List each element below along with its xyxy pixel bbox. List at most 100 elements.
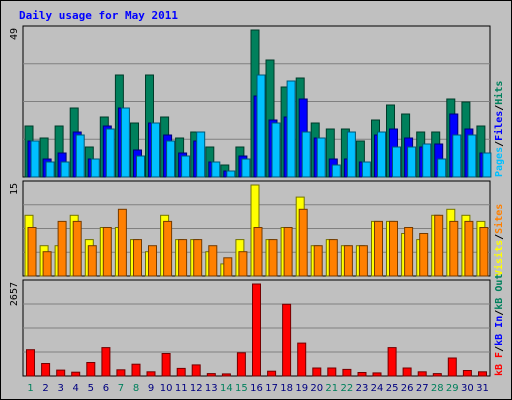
day-label-1: 1 <box>27 383 33 394</box>
bar-sites-day-18 <box>283 227 293 277</box>
series-label-part: kB F <box>494 352 505 376</box>
series-label-part: / <box>494 346 505 352</box>
series-label-part: / <box>494 141 505 147</box>
bar-pages-day-19 <box>301 131 311 178</box>
bar-pages-day-16 <box>256 74 266 178</box>
day-label-6: 6 <box>103 383 109 394</box>
bar-pages-day-10 <box>166 140 176 178</box>
day-label-15: 15 <box>235 383 248 394</box>
day-label-4: 4 <box>73 383 79 394</box>
bar-pages-day-1 <box>30 140 40 178</box>
bar-kb-f-day-19 <box>297 342 307 377</box>
panel-1-series-label: Pages/Files/Hits <box>493 81 505 177</box>
bar-sites-day-28 <box>434 214 444 277</box>
bar-sites-day-3 <box>57 220 67 277</box>
panel-2-series-label: Visits/Sites <box>493 204 505 276</box>
panel-2-y-max-label: 15 <box>9 183 20 195</box>
day-label-24: 24 <box>371 383 384 394</box>
day-label-29: 29 <box>446 383 459 394</box>
bar-kb-f-day-7 <box>116 369 126 377</box>
bar-kb-f-day-3 <box>56 369 66 377</box>
bar-pages-day-13 <box>211 161 221 178</box>
bar-pages-day-26 <box>407 146 417 178</box>
bar-pages-day-29 <box>452 134 462 178</box>
bar-pages-day-21 <box>331 164 341 178</box>
bar-pages-day-24 <box>377 131 386 178</box>
bar-pages-day-5 <box>90 158 100 178</box>
series-label-part: / <box>494 310 505 316</box>
bar-sites-day-15 <box>238 251 248 277</box>
day-label-7: 7 <box>118 383 124 394</box>
bar-sites-day-19 <box>298 208 308 277</box>
bar-kb-f-day-13 <box>206 373 216 377</box>
bar-sites-day-6 <box>102 227 112 277</box>
bar-kb-f-day-21 <box>327 367 337 377</box>
day-label-22: 22 <box>341 383 354 394</box>
day-label-28: 28 <box>431 383 444 394</box>
bar-kb-f-day-20 <box>312 367 322 377</box>
day-label-30: 30 <box>461 383 474 394</box>
bar-pages-day-31 <box>482 152 492 178</box>
bar-sites-day-1 <box>27 227 37 277</box>
day-label-10: 10 <box>160 383 173 394</box>
series-label-part: / <box>494 234 505 240</box>
day-label-8: 8 <box>133 383 139 394</box>
bar-kb-f-day-24 <box>372 372 382 377</box>
bar-pages-day-25 <box>392 146 401 178</box>
bar-pages-day-15 <box>241 158 251 178</box>
bar-sites-day-27 <box>419 233 429 277</box>
bar-sites-day-16 <box>253 227 263 277</box>
bar-sites-day-24 <box>374 220 383 277</box>
bar-pages-day-11 <box>181 155 191 178</box>
day-label-20: 20 <box>310 383 323 394</box>
bar-sites-day-29 <box>449 220 459 277</box>
day-label-12: 12 <box>190 383 203 394</box>
bar-pages-day-27 <box>422 143 432 178</box>
bar-pages-day-22 <box>346 131 356 178</box>
bar-sites-day-21 <box>328 239 338 277</box>
bar-kb-f-day-31 <box>478 371 487 377</box>
bar-pages-day-14 <box>226 170 236 178</box>
day-label-25: 25 <box>386 383 399 394</box>
day-label-26: 26 <box>401 383 414 394</box>
bar-kb-f-day-15 <box>236 352 246 377</box>
bar-pages-day-18 <box>286 80 296 178</box>
day-label-5: 5 <box>88 383 94 394</box>
bar-sites-day-11 <box>178 239 188 277</box>
series-label-part: kB Out <box>494 274 505 310</box>
bar-pages-day-4 <box>75 134 85 178</box>
day-label-9: 9 <box>148 383 154 394</box>
bar-kb-f-day-23 <box>357 372 367 377</box>
bar-kb-f-day-17 <box>267 370 277 377</box>
bar-kb-f-day-25 <box>387 347 397 377</box>
day-label-2: 2 <box>42 383 48 394</box>
series-label-part: / <box>494 105 505 111</box>
bar-kb-f-day-10 <box>161 353 171 377</box>
day-label-23: 23 <box>356 383 369 394</box>
bar-sites-day-10 <box>163 220 173 277</box>
day-label-18: 18 <box>280 383 293 394</box>
bar-kb-f-day-8 <box>131 363 141 377</box>
bar-pages-day-20 <box>316 137 326 178</box>
bar-pages-day-9 <box>151 122 160 178</box>
bar-sites-day-9 <box>148 245 157 277</box>
bar-sites-day-8 <box>133 239 142 277</box>
bar-kb-f-day-9 <box>146 371 156 377</box>
bar-kb-f-day-4 <box>71 371 81 377</box>
day-label-19: 19 <box>295 383 308 394</box>
bar-sites-day-26 <box>404 227 414 277</box>
bar-sites-day-17 <box>268 239 278 277</box>
day-label-3: 3 <box>58 383 64 394</box>
bar-kb-f-day-22 <box>342 368 352 377</box>
bar-kb-f-day-1 <box>26 349 35 377</box>
bar-sites-day-5 <box>87 245 97 277</box>
bar-sites-day-13 <box>208 245 218 277</box>
bar-pages-day-12 <box>196 131 206 178</box>
bar-kb-f-day-12 <box>191 364 201 377</box>
bar-kb-f-day-30 <box>462 370 472 377</box>
chart-title: Daily usage for May 2011 <box>19 9 178 22</box>
series-label-part: kB In <box>494 316 505 346</box>
bar-sites-day-20 <box>313 245 323 277</box>
bar-kb-f-day-11 <box>176 367 186 377</box>
